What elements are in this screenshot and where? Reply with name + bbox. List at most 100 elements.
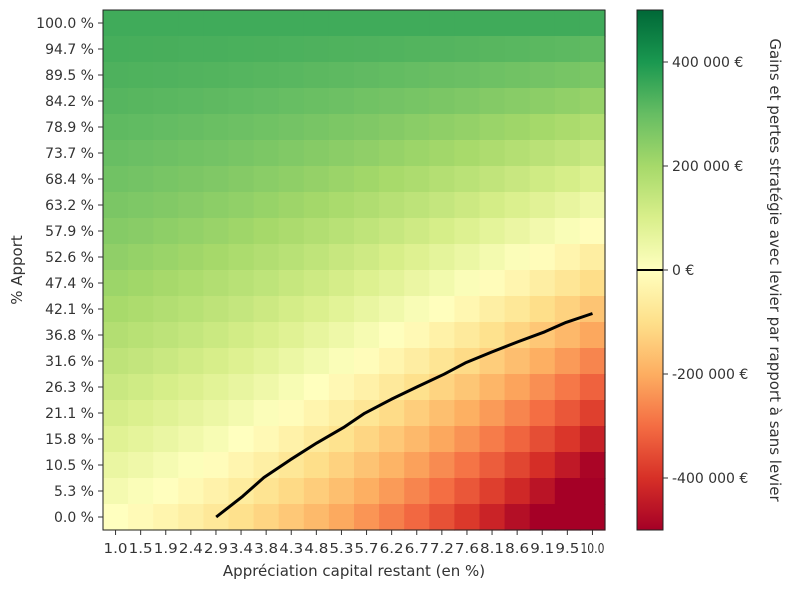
heatmap-cell: [153, 114, 179, 141]
heatmap-cell: [303, 88, 330, 115]
heatmap-cell: [554, 10, 581, 37]
heatmap-cell: [354, 452, 380, 479]
heatmap-cell: [529, 296, 556, 323]
heatmap-cell: [278, 348, 305, 375]
heatmap-cell: [354, 10, 380, 37]
heatmap-cell: [429, 166, 455, 193]
heatmap-cell: [554, 374, 581, 401]
heatmap-cell: [479, 62, 506, 89]
heatmap-cell: [579, 270, 606, 297]
heatmap-cell: [429, 478, 455, 505]
heatmap-cell: [404, 166, 430, 193]
heatmap-cell: [278, 62, 305, 89]
heatmap-cell: [529, 36, 556, 63]
heatmap-cell: [103, 400, 129, 427]
heatmap-cell: [554, 504, 581, 531]
heatmap-cell: [429, 140, 455, 167]
heatmap-cell: [128, 140, 154, 167]
plot-frame: [102, 9, 606, 531]
heatmap-cell: [278, 400, 305, 427]
heatmap-cell: [429, 114, 455, 141]
x-tick-label: 8.1: [480, 542, 504, 557]
x-tick-label: 5.3: [329, 542, 353, 557]
heatmap-cell: [203, 244, 230, 271]
colorbar-tick-label: 200 000 €: [672, 159, 743, 175]
heatmap-cell: [579, 400, 606, 427]
heatmap-cell: [228, 374, 255, 401]
heatmap-cell: [303, 504, 330, 531]
heatmap-cell: [303, 192, 330, 219]
heatmap-cell: [228, 10, 255, 37]
heatmap-cell: [203, 10, 230, 37]
heatmap-cell: [429, 322, 455, 349]
x-tick-label: 8.6: [505, 542, 529, 557]
heatmap-cell: [103, 140, 129, 167]
heatmap-cell: [454, 140, 481, 167]
heatmap-cell: [404, 426, 430, 453]
x-tick-label: 5.7: [355, 542, 379, 557]
heatmap-cell: [579, 296, 606, 323]
heatmap-cell: [103, 270, 129, 297]
heatmap-cell: [103, 322, 129, 349]
heatmap-cell: [354, 62, 380, 89]
heatmap-cell: [178, 62, 204, 89]
heatmap-cell: [153, 36, 179, 63]
heatmap-cell: [404, 348, 430, 375]
heatmap-cell: [554, 426, 581, 453]
heatmap-cell: [303, 374, 330, 401]
colorbar-tick-label: -400 000 €: [672, 471, 748, 487]
heatmap-cell: [203, 478, 230, 505]
heatmap-cell: [328, 62, 355, 89]
colorbar-ticks: 400 000 € 200 000 € 0 € -200 000 € -400 000 …: [663, 55, 748, 487]
heatmap-cell: [328, 374, 355, 401]
heatmap-cell: [404, 218, 430, 245]
heatmap-cell: [504, 504, 531, 531]
heatmap-cell: [153, 504, 179, 531]
y-tick-label: 94.7 %: [45, 42, 94, 58]
heatmap-cell: [554, 478, 581, 505]
heatmap-cell: [454, 166, 481, 193]
heatmap-cell: [178, 192, 204, 219]
heatmap-cell: [253, 426, 280, 453]
y-tick-label: 52.6 %: [45, 250, 94, 266]
heatmap-cell: [379, 374, 405, 401]
heatmap-cell: [253, 374, 280, 401]
heatmap-cell: [454, 374, 481, 401]
heatmap-cell: [479, 36, 506, 63]
y-tick-label: 89.5 %: [45, 68, 94, 84]
heatmap-cell: [178, 88, 204, 115]
heatmap-cell: [554, 348, 581, 375]
heatmap-cell: [203, 218, 230, 245]
heatmap-cell: [504, 166, 531, 193]
heatmap-cell: [278, 374, 305, 401]
heatmap-cell: [579, 62, 606, 89]
heatmap-cell: [354, 348, 380, 375]
heatmap-cell: [379, 504, 405, 531]
heatmap-cell: [529, 140, 556, 167]
heatmap-cell: [404, 270, 430, 297]
heatmap-cell: [429, 88, 455, 115]
heatmap-cell: [454, 322, 481, 349]
heatmap-cell: [479, 114, 506, 141]
heatmap-cell: [153, 426, 179, 453]
heatmap-cell: [228, 504, 255, 531]
heatmap-cell: [379, 218, 405, 245]
heatmap-cell: [379, 166, 405, 193]
heatmap-cell: [454, 296, 481, 323]
heatmap-cells: [103, 10, 606, 531]
heatmap-cell: [253, 88, 280, 115]
heatmap-cell: [404, 504, 430, 531]
heatmap-cell: [379, 348, 405, 375]
heatmap-cell: [554, 244, 581, 271]
x-tick-label: 1.5: [129, 542, 153, 557]
heatmap-cell: [529, 348, 556, 375]
heatmap-cell: [253, 348, 280, 375]
heatmap-cell: [178, 478, 204, 505]
heatmap-cell: [303, 270, 330, 297]
heatmap-cell: [529, 426, 556, 453]
heatmap-cell: [203, 62, 230, 89]
heatmap-cell: [153, 192, 179, 219]
heatmap-cell: [354, 374, 380, 401]
x-tick-label: 10.0: [580, 542, 604, 557]
y-tick-label: 73.7 %: [45, 146, 94, 162]
